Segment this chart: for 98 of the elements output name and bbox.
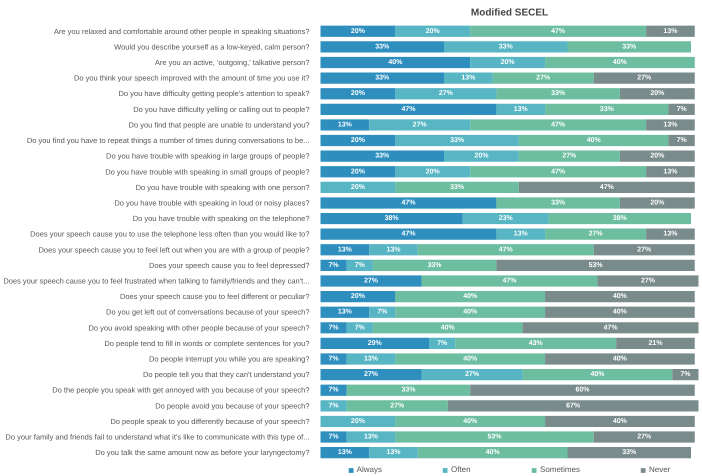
bar [594, 72, 695, 84]
bar [395, 431, 594, 443]
bar [545, 56, 695, 68]
bar [369, 244, 418, 256]
bar [320, 197, 496, 209]
bar [418, 447, 568, 458]
legend-label: Often [450, 465, 471, 474]
bar [372, 260, 496, 272]
bar [395, 134, 519, 146]
bar [620, 150, 695, 162]
bar [545, 416, 695, 428]
bar [320, 26, 396, 37]
bar [320, 212, 463, 224]
bar [346, 431, 396, 443]
bar [545, 353, 695, 365]
chart-title: Modified SECEL [470, 8, 548, 18]
bar [320, 228, 496, 240]
bar [545, 104, 669, 115]
bar [395, 26, 470, 37]
bar [545, 306, 695, 318]
bar [668, 104, 695, 115]
bar [455, 338, 616, 350]
bar [369, 447, 418, 458]
bar [616, 338, 695, 350]
bar [395, 88, 496, 100]
bar [320, 447, 370, 458]
bar [597, 275, 698, 287]
legend-label: Never [649, 465, 670, 474]
bar [320, 416, 396, 428]
bar [320, 244, 370, 256]
bar [470, 384, 695, 396]
bar [518, 150, 620, 162]
bar [545, 228, 646, 240]
bar [496, 260, 695, 272]
bar [320, 306, 370, 318]
bar [346, 384, 470, 396]
bar [418, 244, 594, 256]
bar [422, 369, 523, 380]
bar [320, 88, 396, 100]
bar [395, 306, 546, 318]
bar [320, 150, 444, 162]
bar [320, 369, 422, 380]
bar [470, 56, 546, 68]
legend-label: Always [356, 465, 382, 474]
bar [620, 88, 695, 100]
bar [568, 41, 692, 53]
bar [422, 275, 598, 287]
bar [545, 290, 695, 302]
bar [320, 104, 496, 115]
bar [320, 166, 396, 178]
bar [320, 322, 347, 334]
bar [646, 119, 695, 131]
bar [548, 212, 692, 224]
bar [646, 228, 695, 240]
bar [568, 447, 692, 458]
bar [395, 353, 546, 365]
bar [462, 212, 549, 224]
bar [320, 134, 396, 146]
bar [320, 290, 396, 302]
bar [444, 41, 568, 53]
bar [395, 290, 546, 302]
bar [448, 400, 698, 412]
bar [496, 88, 620, 100]
bar [470, 119, 646, 131]
bar [496, 228, 546, 240]
bar [646, 26, 695, 37]
bar [496, 197, 620, 209]
bar [372, 322, 523, 334]
bar [518, 134, 669, 146]
bar [496, 104, 546, 115]
legend-label: Sometimes [540, 465, 580, 474]
bar [320, 338, 430, 350]
bar [369, 119, 470, 131]
bar [320, 182, 396, 193]
bar [444, 150, 519, 162]
bar [594, 244, 695, 256]
bar [320, 275, 422, 287]
bar [320, 400, 347, 412]
bar [594, 431, 695, 443]
bar [395, 166, 470, 178]
bar [522, 369, 672, 380]
bar [522, 322, 698, 334]
bar [646, 166, 695, 178]
bar [346, 353, 396, 365]
bar [518, 182, 695, 193]
bar [395, 182, 519, 193]
bar [346, 322, 373, 334]
bar [620, 197, 695, 209]
bar [320, 72, 444, 84]
bar [320, 41, 444, 53]
bar [492, 72, 594, 84]
bar [395, 416, 546, 428]
bar [320, 384, 347, 396]
bar [346, 400, 448, 412]
bar [369, 306, 396, 318]
bar [470, 166, 646, 178]
bar [320, 56, 470, 68]
bar [470, 26, 646, 37]
